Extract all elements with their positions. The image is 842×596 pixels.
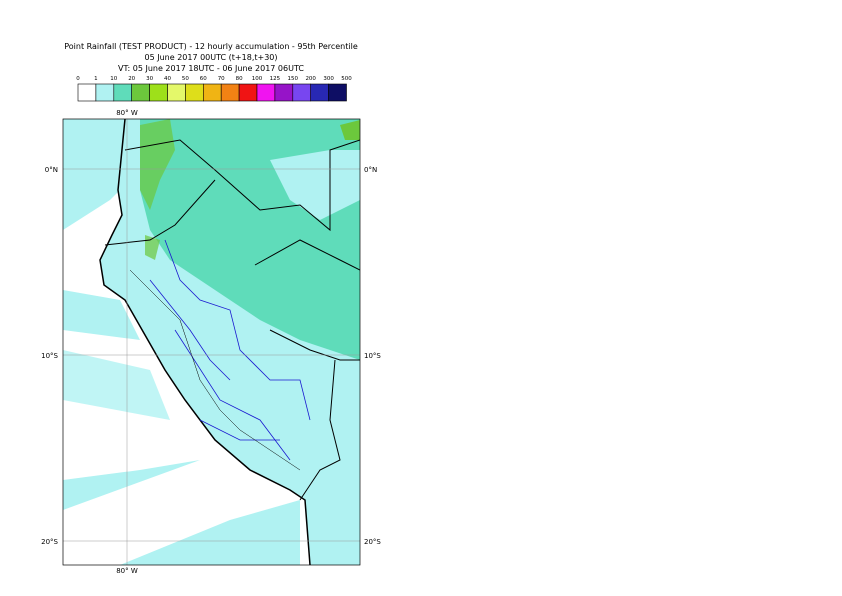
rain-area (120, 500, 300, 565)
lat-label: 20°S (364, 538, 381, 546)
rain-area (270, 150, 360, 220)
lon-label: 80° W (116, 109, 138, 117)
lat-label: 0°N (45, 166, 58, 174)
map-area (63, 119, 360, 565)
legend-swatch (95, 83, 115, 102)
legend-label: 500 (341, 76, 352, 82)
rain-area-20 (145, 235, 160, 260)
legend-label: 50 (182, 76, 189, 82)
legend-swatch (113, 83, 133, 102)
lon-label: 80° W (116, 567, 138, 575)
rain-area-20 (140, 119, 175, 210)
legend-swatch (310, 83, 329, 102)
lat-labels: 0°N 0°N 10°S 10°S 20°S 20°S (41, 166, 381, 546)
legend-label: 100 (252, 76, 263, 82)
legend-swatch (131, 83, 150, 102)
legend-swatch (328, 83, 347, 102)
lat-label: 0°N (364, 166, 377, 174)
country-border (104, 139, 360, 501)
legend-label: 40 (164, 76, 171, 82)
title: Point Rainfall (TEST PRODUCT) - 12 hourl… (64, 42, 358, 51)
rain-area (63, 290, 140, 340)
map-frame (62, 118, 361, 566)
legend-swatch (203, 83, 222, 102)
legend-label: 60 (200, 76, 207, 82)
rain-area-20 (340, 120, 360, 140)
legend-swatch (185, 83, 204, 102)
legend-label: 1 (94, 76, 98, 82)
legend-label: 150 (288, 76, 299, 82)
legend-label: 70 (218, 76, 225, 82)
rain-area (63, 460, 200, 510)
legend-swatch (238, 83, 258, 102)
legend-label: 0 (76, 76, 80, 82)
legend-label: 20 (128, 76, 135, 82)
region-border (149, 239, 311, 461)
legend-label: 300 (323, 76, 334, 82)
legend: 0 1 10 20 30 40 50 60 70 80 100 125 150 200 300 500 (76, 76, 352, 102)
legend-swatch (292, 83, 311, 102)
legend-swatch (77, 83, 97, 102)
coastline (99, 119, 311, 565)
legend-label: 10 (110, 76, 117, 82)
rain-area (63, 350, 170, 420)
legend-swatch (274, 83, 294, 102)
legend-label: 200 (305, 76, 316, 82)
lat-label: 10°S (364, 352, 381, 360)
legend-swatch (256, 83, 276, 102)
legend-label: 125 (270, 76, 281, 82)
legend-swatch (167, 83, 186, 102)
region-border (129, 269, 301, 471)
lat-label: 20°S (41, 538, 58, 546)
legend-swatch (220, 83, 240, 102)
legend-label: 80 (236, 76, 243, 82)
run-time: 05 June 2017 00UTC (t+18,t+30) (145, 53, 278, 62)
valid-time: VT: 05 June 2017 18UTC - 06 June 2017 06… (118, 64, 304, 73)
legend-swatch (149, 83, 168, 102)
legend-label: 30 (146, 76, 153, 82)
lat-label: 10°S (41, 352, 58, 360)
